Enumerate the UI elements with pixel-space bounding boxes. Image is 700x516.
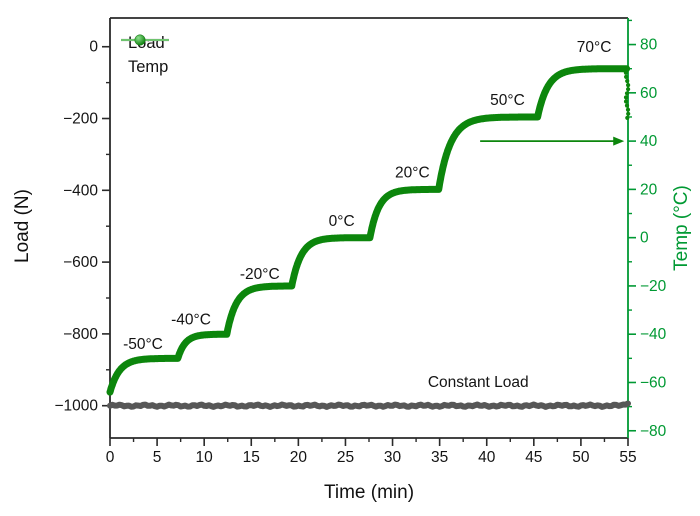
yleft-tick-label: 0 (89, 39, 98, 56)
legend-label-temp: Temp (128, 58, 169, 77)
yright-tick-label: 20 (640, 181, 658, 198)
x-tick-label: 15 (243, 449, 260, 466)
temp-end-drop-point (624, 66, 629, 71)
temp-end-drop-point (624, 91, 630, 96)
yright-tick-label: −60 (640, 374, 667, 391)
temp-end-drop-point (623, 99, 629, 104)
annotation--20c: -20°C (240, 266, 280, 283)
x-tick-label: 0 (106, 449, 115, 466)
right-axis-title: Temp (°C) (671, 185, 692, 271)
x-tick-label: 50 (572, 449, 590, 466)
yleft-tick-label: −400 (63, 182, 98, 199)
temp-end-drop-point (626, 111, 631, 116)
right-axis-pointer-arrowhead-icon (613, 136, 625, 146)
x-tick-label: 45 (525, 449, 542, 466)
load-curve (107, 400, 631, 410)
temp-end-drop-point (625, 115, 630, 120)
temp-end-drop-point (625, 107, 631, 112)
temp-end-drop-point (624, 74, 629, 79)
x-axis-title: Time (min) (323, 482, 415, 503)
legend: Load Temp (120, 32, 169, 79)
temp-end-drop-point (623, 70, 629, 75)
temp-legend-marker-icon (134, 34, 146, 46)
yleft-tick-label: −1000 (54, 398, 98, 415)
x-tick-label: 40 (478, 449, 496, 466)
x-tick-label: 5 (153, 449, 162, 466)
left-axis-title: Load (N) (12, 189, 33, 263)
annotation--50c: -50°C (123, 336, 163, 353)
yright-tick-label: −20 (640, 278, 667, 295)
annotation--40c: -40°C (171, 312, 211, 329)
temp-legend-symbol (121, 34, 169, 46)
temp-end-drop-point (625, 78, 630, 84)
yright-tick-label: −40 (640, 326, 667, 343)
annotation-70c: 70°C (577, 39, 612, 56)
annotation-constantload: Constant Load (428, 374, 529, 391)
temp-end-drop-point (626, 87, 631, 92)
x-tick-label: 20 (290, 449, 308, 466)
x-tick-label: 35 (431, 449, 448, 466)
temp-end-drop-point (624, 103, 630, 108)
legend-item-temp: Temp (120, 34, 169, 79)
yright-tick-label: −80 (640, 423, 667, 440)
temp-curve (106, 65, 631, 396)
annotation-0c: 0°C (329, 213, 355, 230)
yright-tick-label: 60 (640, 85, 658, 102)
yright-tick-label: 40 (640, 133, 658, 150)
yright-tick-label: 80 (640, 37, 658, 54)
annotation-20c: 20°C (395, 164, 430, 181)
yleft-tick-label: −600 (63, 254, 98, 271)
temp-end-drop-point (626, 83, 631, 88)
x-tick-label: 10 (196, 449, 214, 466)
annotation-50c: 50°C (490, 92, 525, 109)
x-tick-label: 30 (384, 449, 402, 466)
x-tick-label: 25 (337, 449, 354, 466)
temp-end-drop-point (623, 95, 629, 100)
yright-tick-label: 0 (640, 230, 649, 247)
x-tick-label: 55 (619, 449, 636, 466)
yleft-tick-label: −200 (63, 111, 98, 128)
yleft-tick-label: −800 (63, 326, 98, 343)
